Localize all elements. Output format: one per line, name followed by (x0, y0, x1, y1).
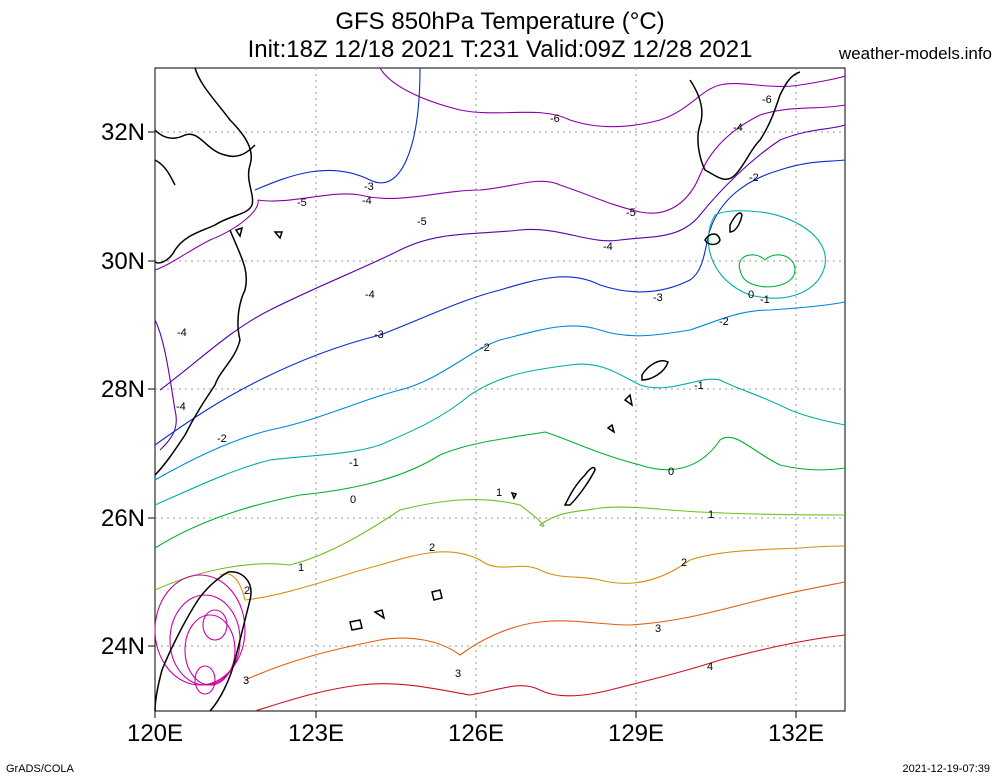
lat-label-28n: 28N (100, 376, 145, 403)
contour-label: 0 (748, 289, 754, 301)
contour-label: -3 (374, 329, 384, 341)
footer-timestamp: 2021-12-19-07:39 (902, 763, 990, 775)
contour-label: -3 (653, 292, 663, 304)
contour-4 (254, 634, 846, 712)
contour-label: -4 (177, 327, 187, 339)
ryukyu-okinawa (563, 466, 596, 506)
contour-label: -6 (762, 94, 772, 106)
contour-label: -1 (349, 457, 359, 469)
contour-label: 2 (429, 542, 435, 554)
contour-label: 1 (496, 487, 502, 499)
site-credit: weather-models.info (838, 44, 992, 63)
contour-label: 3 (243, 675, 249, 687)
contour-0-ring (738, 254, 796, 288)
lon-label-129e: 129E (607, 720, 665, 747)
contour-label: -2 (749, 172, 759, 184)
kyushu-coast (689, 71, 801, 180)
lon-label-132e: 132E (767, 720, 825, 747)
contour-label: 3 (655, 623, 661, 635)
tick-marks (148, 131, 797, 718)
footer-credit: GrADS/COLA (6, 763, 74, 775)
lat-label-24n: 24N (100, 633, 145, 660)
lat-label-26n: 26N (100, 505, 145, 532)
contour-label: -4 (362, 195, 372, 207)
contour-label: -4 (733, 122, 743, 134)
contour-label: -5 (297, 197, 307, 209)
contour-minus4b (154, 319, 177, 451)
contour-minus4 (159, 124, 846, 391)
contour-minus1-ring (707, 210, 826, 299)
contour-label: -4 (365, 289, 375, 301)
contour-minus2 (154, 301, 846, 481)
contour-label: -5 (626, 207, 636, 219)
contour-label: 0 (350, 494, 356, 506)
contour-label: -3 (364, 181, 374, 193)
korea-islands (154, 129, 256, 186)
lon-label-120e: 120E (126, 720, 184, 747)
small-islands (234, 226, 634, 631)
contour-labels: -6 -6 -5 -5 -5 -4 -4 -4 -4 -4 -4 -3 -3 -… (176, 94, 772, 687)
contour-minus6 (379, 67, 846, 128)
contour-minus1 (154, 363, 846, 506)
lon-label-123e: 123E (287, 720, 345, 747)
contour-label: -2 (217, 433, 227, 445)
tanegashima (704, 212, 743, 246)
taiwan-coast (154, 571, 252, 712)
contour-label: 4 (707, 661, 713, 673)
taiwan-hot-contours (154, 574, 246, 695)
contour-lines (154, 67, 846, 712)
lat-label-32n: 32N (100, 119, 145, 146)
contour-label: -2 (480, 342, 490, 354)
contour-3 (244, 581, 846, 681)
contour-minus3 (154, 159, 846, 446)
contour-label: 2 (681, 557, 687, 569)
contour-2 (244, 545, 846, 601)
chart-title: GFS 850hPa Temperature (°C) (335, 8, 665, 35)
contour-label: -6 (550, 113, 560, 125)
contour-label: -4 (176, 401, 186, 413)
contour-label: -1 (760, 294, 770, 306)
contour-label: -2 (719, 316, 729, 328)
contour-label: 0 (668, 466, 674, 478)
contour-label: -1 (694, 380, 704, 392)
contour-label: 3 (455, 668, 461, 680)
contour-label: -5 (417, 216, 427, 228)
lat-label-30n: 30N (100, 248, 145, 275)
chart-subtitle: Init:18Z 12/18 2021 T:231 Valid:09Z 12/2… (247, 36, 753, 63)
contour-0 (154, 431, 846, 549)
contour-label: 1 (708, 509, 714, 521)
coastlines (154, 67, 801, 712)
contour-label: 1 (298, 562, 304, 574)
grid-lines (155, 68, 845, 711)
lon-label-126e: 126E (447, 720, 505, 747)
china-coast (154, 67, 254, 476)
contour-minus5b (154, 199, 259, 271)
contour-2b (219, 573, 246, 601)
amami (641, 360, 669, 381)
contour-label: -4 (603, 241, 613, 253)
contour-1 (154, 499, 846, 591)
contour-minus5 (257, 104, 846, 214)
contour-label: 2 (244, 585, 250, 597)
contour-minus3b (254, 67, 421, 191)
